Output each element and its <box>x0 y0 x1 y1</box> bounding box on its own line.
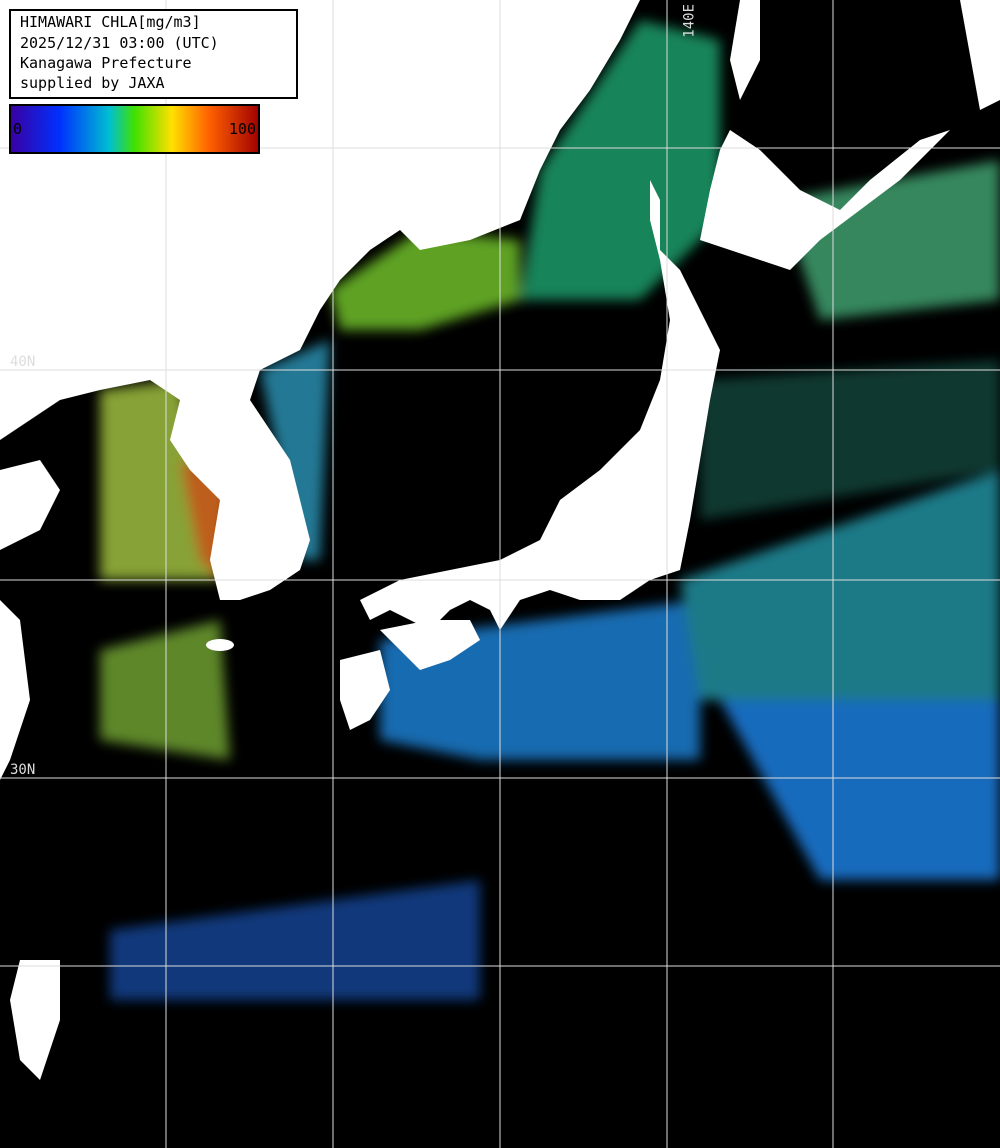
colorbar <box>9 104 260 154</box>
credit: supplied by JAXA <box>20 74 165 92</box>
datetime: 2025/12/31 03:00 (UTC) <box>20 34 219 52</box>
title-box <box>9 9 298 99</box>
colorbar-max: 100 <box>229 120 256 138</box>
region: Kanagawa Prefecture <box>20 54 192 72</box>
lon-label: 140E <box>682 4 698 38</box>
chlorophyll-field <box>100 20 1000 1000</box>
lat-label: 30N <box>10 762 35 778</box>
title: HIMAWARI CHLA[mg/m3] <box>20 13 201 31</box>
colorbar-min: 0 <box>13 120 22 138</box>
lat-label: 40N <box>10 354 35 370</box>
